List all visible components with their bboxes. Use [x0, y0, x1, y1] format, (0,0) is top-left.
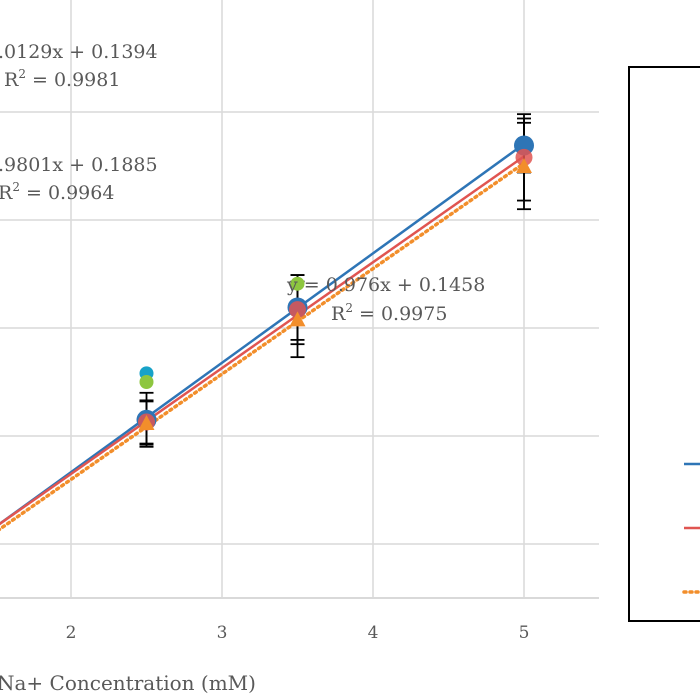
legend-box [628, 66, 700, 622]
equation-2: .9801x + 0.1885 [0, 154, 158, 176]
x-tick-label-2: 4 [368, 623, 379, 643]
fit-lines [0, 142, 526, 532]
x-axis-title: Na+ Concentration (mM) [0, 671, 256, 695]
point-s3-p1 [138, 415, 155, 431]
gridlines [0, 0, 599, 598]
equation-3: y = 0.976x + 0.1458 [286, 274, 485, 296]
x-tick-label-1: 3 [217, 623, 228, 643]
extra-point-3 [290, 276, 305, 291]
x-tick-label-3: 5 [519, 623, 530, 643]
equation-annotations: .0129x + 0.1394 R2 = 0.9981 .9801x + 0.1… [0, 41, 485, 325]
point-s3-p2 [289, 311, 306, 327]
extra-point-2 [139, 375, 154, 389]
r-squared-2: R2 = 0.9964 [0, 180, 114, 204]
markers [136, 135, 534, 431]
fit-line-series-3 [0, 161, 526, 532]
legend [628, 66, 700, 622]
point-s2-p2 [289, 301, 306, 319]
point-s1-p3 [514, 135, 534, 156]
fit-line-series-2 [0, 155, 525, 526]
x-tick-label-0: 2 [66, 623, 77, 643]
fit-line-series-1 [0, 142, 525, 526]
point-s2-p3 [515, 148, 533, 166]
equation-1: .0129x + 0.1394 [0, 41, 158, 63]
r-squared-3: R2 = 0.9975 [331, 301, 447, 325]
point-s3-p3 [516, 158, 532, 173]
x-axis: 2 3 4 5 [0, 597, 599, 643]
r-squared-1: R2 = 0.9981 [4, 67, 120, 91]
